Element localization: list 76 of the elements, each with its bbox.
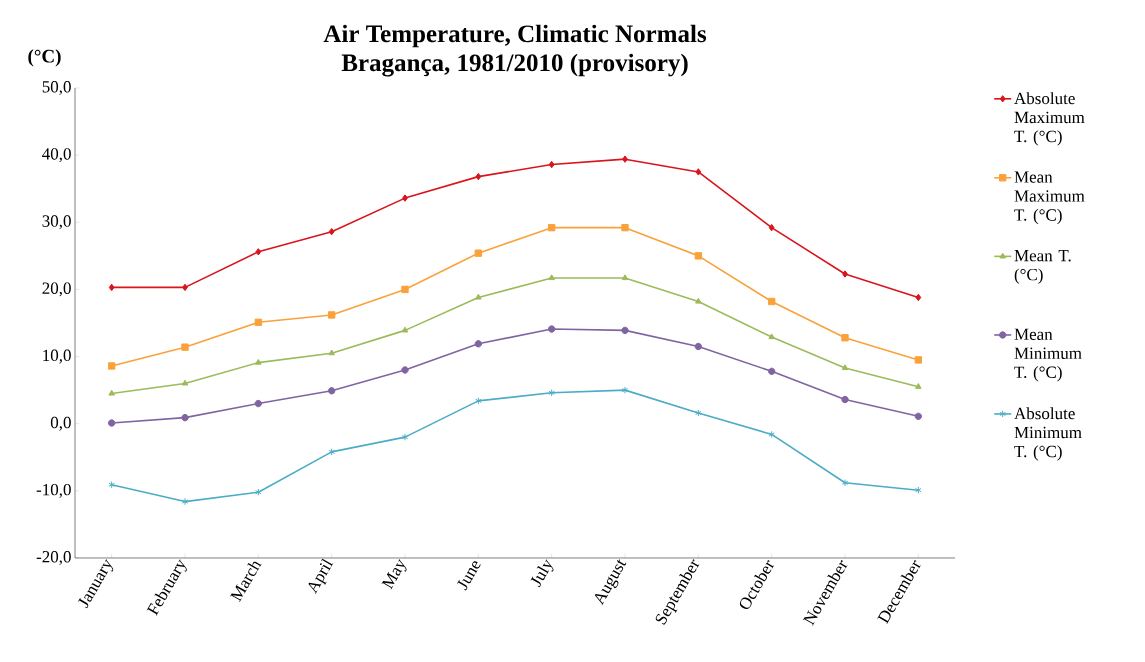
point: [694, 252, 703, 260]
point: [107, 362, 116, 370]
point: [254, 399, 263, 408]
point: [328, 227, 335, 236]
point: [401, 366, 409, 374]
point: [547, 223, 556, 232]
y-tick-label: 30,0: [42, 215, 71, 230]
y-tick-label: 50,0: [42, 81, 71, 95]
point: [695, 168, 702, 176]
chart-title: Air Temperature, Climatic Normals: [323, 24, 707, 48]
legend-label: Mean T. (°C): [1014, 250, 1071, 284]
point: [621, 386, 629, 394]
point: [767, 367, 776, 376]
point: [914, 412, 923, 420]
point: [328, 448, 335, 456]
point: [621, 274, 629, 281]
point: [475, 293, 482, 300]
point: [842, 270, 848, 278]
point: [548, 389, 555, 397]
point: [841, 395, 849, 404]
y-axis-title: (°C): [28, 49, 61, 67]
point: [327, 311, 336, 319]
point: [915, 293, 922, 302]
y-tick-label: 20,0: [42, 282, 71, 297]
point: [108, 389, 115, 396]
point: [107, 419, 116, 427]
point: [695, 409, 702, 417]
point: [915, 486, 922, 494]
point: [622, 155, 628, 163]
y-tick-label: 10,0: [43, 349, 71, 364]
point: [694, 342, 703, 351]
point: [474, 340, 483, 348]
point: [621, 326, 629, 335]
point: [841, 364, 849, 371]
x-tick-label: July: [530, 559, 554, 588]
legend-label: Mean Minimum T. (°C): [1014, 328, 1082, 382]
legend-label: Absolute Minimum T. (°C): [1014, 407, 1082, 461]
point: [255, 248, 262, 256]
point: [475, 172, 482, 181]
point: [255, 358, 262, 365]
point: [108, 283, 115, 292]
point: [181, 497, 189, 506]
point: [841, 334, 849, 342]
point: [327, 387, 336, 395]
point: [181, 379, 189, 386]
point: [475, 397, 482, 405]
chart-subtitle: Bragança, 1981/2010 (provisory): [341, 53, 688, 77]
point: [402, 194, 408, 202]
point: [474, 249, 483, 257]
point: [768, 430, 775, 439]
point: [841, 479, 849, 487]
point: [548, 274, 555, 281]
point: [181, 343, 189, 351]
point: [401, 326, 409, 333]
point: [768, 223, 775, 232]
point: [914, 356, 923, 364]
y-tick-label: -10,0: [36, 483, 71, 498]
point: [547, 325, 556, 333]
point: [695, 297, 702, 304]
y-tick-label: 0,0: [50, 416, 71, 431]
point: [768, 333, 775, 340]
point: [254, 318, 263, 327]
point: [767, 297, 776, 306]
legend-label: Mean Maximum T. (°C): [1014, 171, 1085, 225]
point: [181, 413, 189, 422]
point: [548, 160, 555, 169]
point: [108, 481, 115, 489]
point: [328, 349, 335, 356]
point: [915, 383, 922, 389]
y-tick-label: -20,0: [36, 551, 71, 565]
legend-label: Absolute Maximum T. (°C): [1014, 92, 1085, 146]
point: [401, 433, 409, 441]
y-tick-label: 40,0: [42, 148, 71, 163]
point: [621, 223, 629, 232]
point: [401, 285, 409, 294]
point: [255, 488, 262, 496]
